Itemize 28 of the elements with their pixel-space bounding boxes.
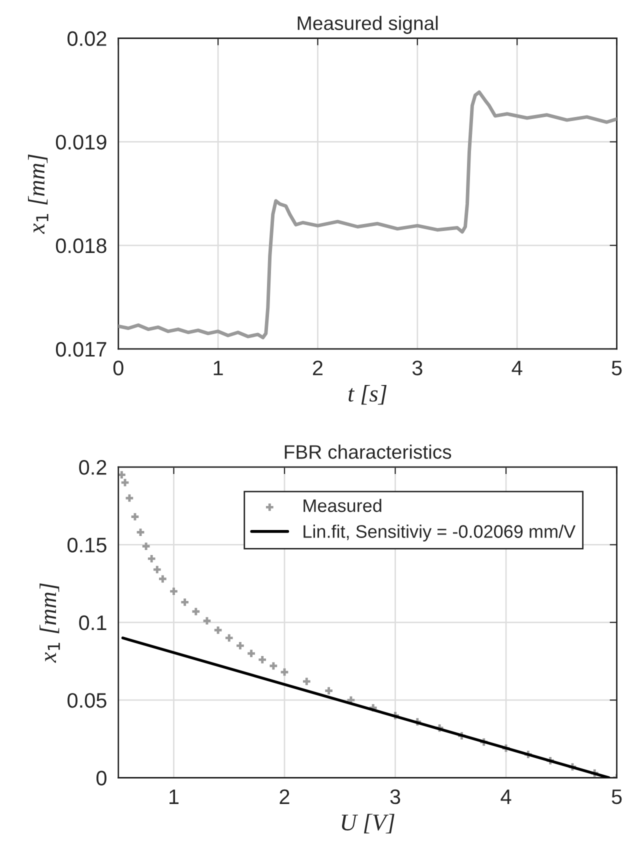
legend-label: Lin.fit, Sensitiviy = -0.02069 mm/V (304, 524, 576, 542)
chart-title: Measured signal (298, 16, 438, 34)
x-tick-label: 1 (170, 790, 179, 804)
x-tick-label: 5 (612, 360, 622, 376)
y-tick-label: 0.02 (68, 31, 106, 46)
y-axis-title: x$_{1}$ [mm] (40, 583, 60, 663)
y-tick-label: 0 (96, 770, 106, 786)
x-tick-label: 3 (390, 789, 400, 804)
y-tick-label: 0.017 (56, 342, 106, 357)
x-tick-label: 1 (214, 360, 223, 376)
y-tick-label: 0.2 (79, 460, 106, 475)
y-tick-label: 0.019 (56, 134, 106, 150)
legend-label: Measured (304, 498, 382, 512)
y-axis-title: x$_{1}$ [mm] (28, 154, 48, 234)
x-axis-title: U [V] (342, 814, 394, 834)
y-tick-label: 0.018 (56, 238, 106, 254)
x-tick-label: 4 (512, 360, 522, 376)
chart-title: FBR characteristics (284, 444, 452, 459)
x-tick-label: 2 (280, 789, 290, 804)
x-tick-label: 2 (312, 360, 322, 376)
x-tick-label: 4 (500, 790, 512, 804)
x-axis-title: t [s] (348, 385, 387, 405)
y-tick-label: 0.1 (79, 615, 106, 630)
y-tick-label: 0.05 (68, 693, 106, 708)
x-tick-label: 3 (412, 360, 422, 376)
y-tick-label: 0.15 (68, 538, 106, 552)
x-tick-label: 0 (113, 360, 124, 376)
x-tick-label: 5 (612, 790, 622, 804)
